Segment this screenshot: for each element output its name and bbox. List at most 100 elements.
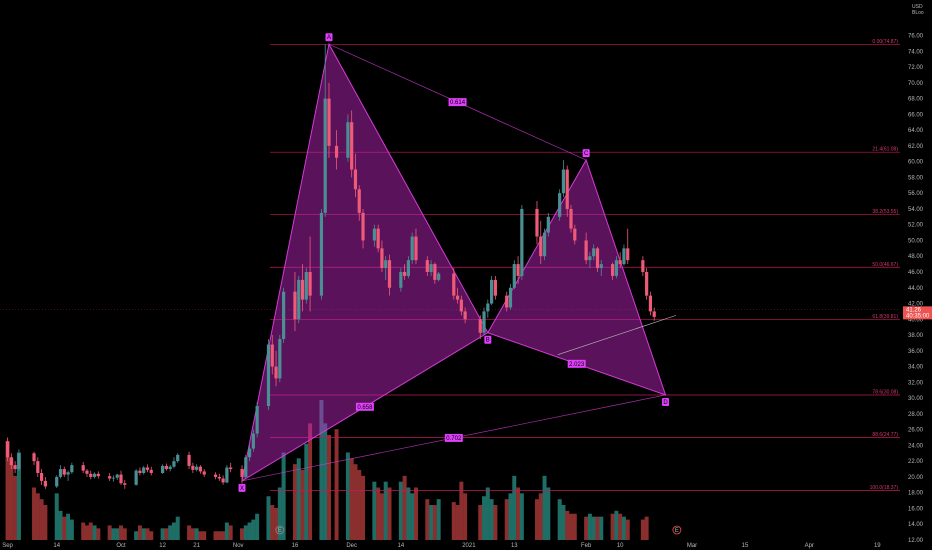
volume-bar xyxy=(62,516,67,540)
candle-body xyxy=(278,339,282,379)
candle-body xyxy=(611,264,615,276)
last-price-badge xyxy=(903,306,932,320)
candle-body xyxy=(406,260,411,276)
candle-body xyxy=(138,470,142,473)
volume-bar xyxy=(383,481,388,540)
volume-bar xyxy=(35,493,40,540)
volume-bar xyxy=(451,502,456,540)
candle-body xyxy=(70,465,74,473)
candle-body xyxy=(308,272,312,296)
price-tick-label: 28.00 xyxy=(908,412,924,418)
time-axis[interactable]: Sep 14 Oct 12 21 Nov 16 Dec 14 2021 13 Feb 10 Mar 15 Ap… xyxy=(2,543,881,549)
volume-bar xyxy=(175,516,180,540)
candle-body xyxy=(39,473,44,481)
volume-bar xyxy=(349,458,354,540)
volume-bar xyxy=(640,519,645,540)
time-tick-label: Apr xyxy=(805,543,814,549)
volume-bar xyxy=(644,516,649,540)
volume-bar xyxy=(308,423,313,540)
candle-body xyxy=(614,260,618,276)
volume-bar xyxy=(96,528,101,540)
candle-body xyxy=(459,299,463,312)
fib-level-label: 88.6(24.77) xyxy=(872,432,898,438)
event-marker xyxy=(672,525,682,535)
candle-body xyxy=(55,476,59,487)
candle-body xyxy=(123,483,127,485)
candle-body xyxy=(361,212,365,241)
point-label: X xyxy=(240,486,244,492)
event-marker-label: E xyxy=(675,528,679,534)
price-tick-label: 66.00 xyxy=(908,112,924,118)
price-tick-label: 58.00 xyxy=(908,175,924,181)
price-tick-label: 48.00 xyxy=(908,254,924,260)
point-badge xyxy=(238,483,246,492)
candle-body xyxy=(558,193,562,217)
candle-body xyxy=(247,448,252,458)
volume-bar xyxy=(270,505,275,540)
candle-body xyxy=(455,295,460,300)
volume-bar xyxy=(213,531,218,540)
candle-body xyxy=(168,466,172,470)
candle-body xyxy=(164,465,168,470)
volume-bar xyxy=(296,458,301,540)
time-tick-label: 2021 xyxy=(462,543,476,549)
point-label: D xyxy=(663,400,668,406)
candle-body xyxy=(108,476,112,479)
volume-bar xyxy=(32,487,37,540)
volume-bar xyxy=(194,528,199,540)
volume-bar xyxy=(274,507,279,540)
volume-bar xyxy=(266,496,271,540)
candle-body xyxy=(202,471,206,475)
volume-bar xyxy=(202,531,207,540)
harmonic-pattern xyxy=(241,42,677,482)
volume-bar xyxy=(387,487,392,540)
candle-body xyxy=(213,474,218,477)
time-tick-label: 10 xyxy=(617,543,624,549)
price-tick-label: 18.00 xyxy=(908,491,924,497)
candle-body xyxy=(251,433,255,449)
price-axis[interactable]: 76.00 74.00 72.00 70.00 68.00 66.00 64.00 62.00… xyxy=(903,34,932,544)
volume-bar xyxy=(119,525,124,540)
volume-bar xyxy=(587,513,592,540)
candle-body xyxy=(274,366,278,379)
volume-bar xyxy=(240,528,245,540)
volume-bar xyxy=(546,487,551,540)
candle-body xyxy=(297,279,301,320)
price-tick-label: 22.00 xyxy=(908,459,924,465)
volume-bar xyxy=(591,516,596,540)
candle-body xyxy=(429,264,433,272)
price-tick-label: 68.00 xyxy=(908,97,924,103)
candle-body xyxy=(425,260,429,272)
volume-bar xyxy=(107,525,112,540)
candle-body xyxy=(176,454,180,462)
price-tick-label: 24.00 xyxy=(908,443,924,449)
volume-bar xyxy=(300,470,305,540)
volume-bar xyxy=(406,487,411,540)
last-price-sub: 40:35:00 xyxy=(906,313,930,319)
candle-body xyxy=(399,272,403,288)
volume-bar xyxy=(16,452,21,540)
volume-bar xyxy=(122,528,127,540)
candle-body xyxy=(255,406,259,434)
volume-bar xyxy=(334,429,339,540)
volume-bar xyxy=(319,400,324,540)
candle-body xyxy=(414,236,418,261)
volume-bar xyxy=(625,519,630,540)
time-tick-label: 14 xyxy=(53,543,60,549)
candle-body xyxy=(573,228,577,241)
time-tick-label: 15 xyxy=(742,543,749,549)
volume-bar xyxy=(512,475,517,540)
volume-bar xyxy=(323,423,328,540)
candle-body xyxy=(240,469,244,477)
candle-body xyxy=(478,319,482,333)
volume-bar xyxy=(361,475,366,540)
price-tick-label: 20.00 xyxy=(908,475,924,481)
candle-body xyxy=(592,248,596,257)
candle-body xyxy=(17,453,21,470)
candle-body xyxy=(648,295,653,312)
volume-bar xyxy=(357,470,362,540)
candle-body xyxy=(463,311,467,320)
volume-bar xyxy=(168,525,173,540)
volume-bar xyxy=(141,528,146,540)
